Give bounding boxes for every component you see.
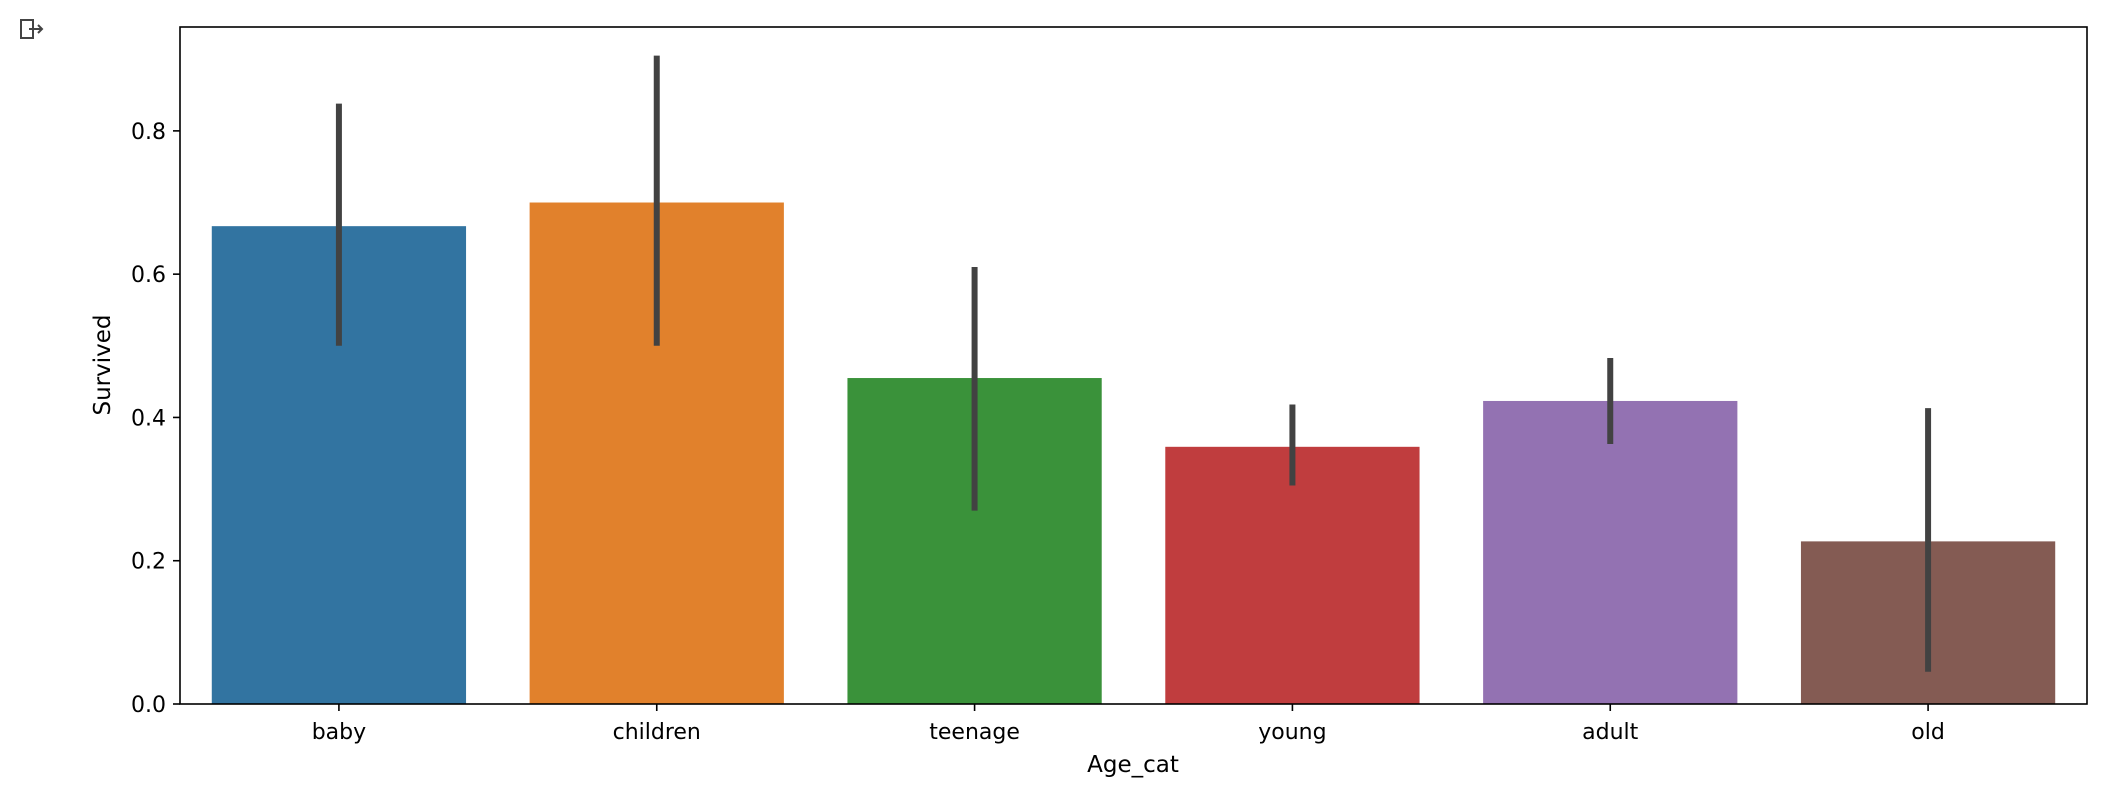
x-tick-label: children bbox=[613, 720, 701, 745]
x-tick-label: young bbox=[1258, 720, 1326, 745]
x-tick-label: baby bbox=[312, 720, 366, 745]
output-arrow-icon[interactable] bbox=[18, 16, 48, 46]
plot-frame bbox=[179, 26, 2088, 705]
x-ticks-layer: baby children teenage young adult old bbox=[312, 704, 1945, 745]
y-ticks-layer: 0.0 0.2 0.4 0.6 0.8 bbox=[131, 120, 180, 718]
y-axis-label: Survived bbox=[90, 315, 116, 416]
bar-adult bbox=[1483, 400, 1738, 704]
error-bars-layer bbox=[335, 55, 1932, 672]
y-tick-label: 0.8 bbox=[131, 120, 166, 145]
x-axis-label: Age_cat bbox=[1087, 752, 1179, 778]
bar-young bbox=[1165, 446, 1420, 704]
y-tick-label: 0.4 bbox=[131, 406, 166, 431]
y-tick-label: 0.2 bbox=[131, 550, 166, 575]
y-tick-label: 0.0 bbox=[131, 693, 166, 718]
x-tick-label: teenage bbox=[929, 720, 1020, 745]
x-tick-label: old bbox=[1911, 720, 1945, 745]
y-tick-label: 0.6 bbox=[131, 263, 166, 288]
x-tick-label: adult bbox=[1582, 720, 1639, 745]
bars-layer bbox=[211, 202, 2056, 704]
